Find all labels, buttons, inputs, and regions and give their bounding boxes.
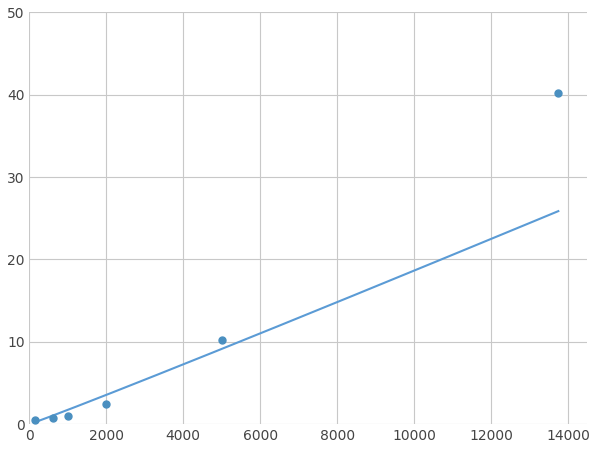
- Point: [554, 90, 563, 97]
- Point: [49, 414, 58, 421]
- Point: [217, 337, 227, 344]
- Point: [101, 400, 111, 407]
- Point: [63, 412, 73, 419]
- Point: [31, 417, 40, 424]
